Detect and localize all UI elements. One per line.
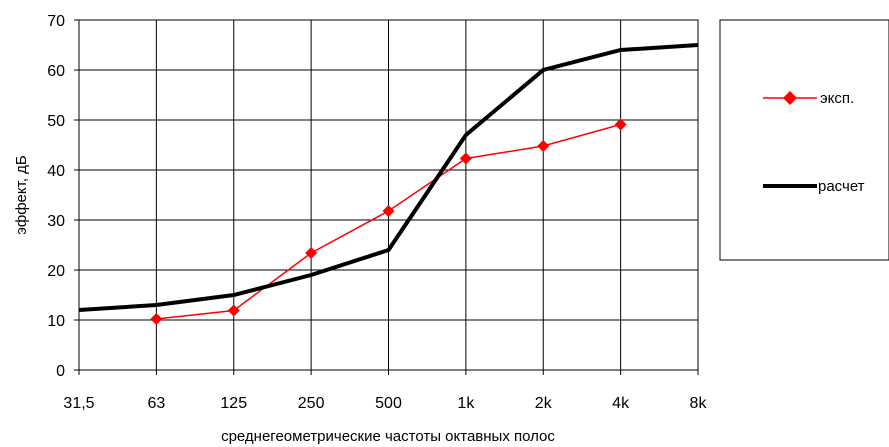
y-tick-label: 70 [47, 13, 65, 30]
y-tick-label: 50 [47, 113, 65, 130]
y-tick-label: 30 [47, 213, 65, 230]
x-tick-label: 125 [220, 395, 247, 412]
y-tick-label: 60 [47, 63, 65, 80]
data-point-series-0 [227, 304, 240, 317]
data-point-series-0 [150, 313, 163, 325]
grid-lines [79, 20, 698, 370]
data-point-series-0 [537, 140, 550, 152]
y-tick-label: 20 [47, 263, 65, 280]
x-tick-label: 8k [690, 395, 708, 412]
data-point-series-0 [459, 152, 472, 165]
x-axis-ticks: 31,5 63 125 250 500 1k 2k 4k 8k [63, 370, 707, 412]
x-tick-label: 4k [612, 395, 630, 412]
y-axis-title: эффект, дБ [13, 155, 30, 235]
data-point-series-0 [305, 247, 318, 259]
y-tick-label: 40 [47, 163, 65, 180]
x-tick-label: 500 [375, 395, 402, 412]
y-tick-label: 0 [56, 363, 65, 380]
series [78, 43, 699, 325]
y-tick-label: 10 [47, 313, 65, 330]
x-tick-label: 250 [298, 395, 325, 412]
series-line-1 [78, 43, 699, 312]
legend-label-series-0: эксп. [820, 90, 854, 107]
legend-marker-series-0 [783, 91, 797, 105]
x-tick-label: 1k [457, 395, 475, 412]
x-tick-label: 63 [147, 395, 165, 412]
legend-box [719, 19, 889, 261]
x-tick-label: 2k [535, 395, 553, 412]
data-point-series-0 [382, 205, 395, 217]
legend-label-series-1: расчет [818, 178, 865, 195]
data-point-series-0 [614, 118, 627, 131]
x-axis-title: среднегеометрические частоты октавных по… [221, 428, 555, 445]
x-tick-label: 31,5 [63, 395, 94, 412]
y-axis-ticks: 0 10 20 30 40 50 60 70 [47, 13, 79, 380]
legend: эксп. расчет [719, 19, 889, 261]
